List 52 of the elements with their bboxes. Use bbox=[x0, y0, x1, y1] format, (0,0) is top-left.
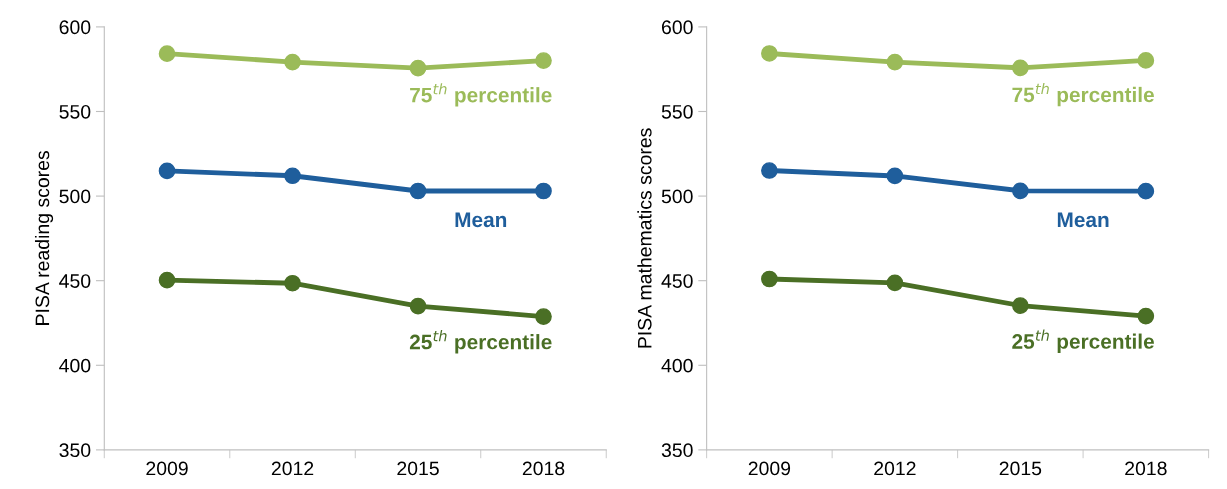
y-tick-label: 350 bbox=[59, 443, 91, 458]
x-tick-label: 2015 bbox=[999, 461, 1042, 476]
y-tick-label: 350 bbox=[661, 443, 693, 458]
point bbox=[284, 53, 301, 71]
point bbox=[886, 53, 904, 71]
series-label: 25$^{th}$ percentile bbox=[1012, 329, 1154, 353]
point bbox=[535, 182, 552, 200]
x-tick-label: 2009 bbox=[146, 461, 188, 476]
y-tick-label: 500 bbox=[59, 189, 91, 204]
point bbox=[1137, 307, 1155, 325]
point bbox=[1012, 182, 1029, 200]
y-axis-title: PISA reading scores bbox=[34, 150, 54, 325]
point bbox=[409, 297, 427, 315]
point bbox=[761, 162, 778, 179]
point bbox=[409, 182, 427, 200]
series-label: Mean bbox=[455, 212, 507, 228]
point bbox=[1012, 59, 1029, 77]
y-tick-label: 400 bbox=[661, 358, 693, 373]
point bbox=[409, 59, 427, 77]
x-tick-label: 2012 bbox=[271, 461, 314, 476]
y-tick-label: 450 bbox=[59, 274, 91, 288]
y-tick-label: 450 bbox=[661, 274, 693, 288]
y-tick-label: 550 bbox=[59, 104, 91, 119]
point bbox=[284, 167, 301, 185]
series-label: 25$^{th}$ percentile bbox=[409, 330, 552, 354]
series-label: Mean bbox=[1057, 212, 1109, 228]
series-label: 75$^{th}$ percentile bbox=[410, 83, 552, 107]
point bbox=[158, 271, 176, 289]
x-tick-label: 2015 bbox=[397, 461, 439, 476]
point bbox=[761, 270, 778, 288]
point bbox=[886, 167, 904, 185]
point bbox=[158, 162, 176, 180]
x-tick-label: 2018 bbox=[1125, 461, 1167, 476]
series-label: 75$^{th}$ percentile bbox=[1012, 82, 1154, 107]
y-tick-label: 600 bbox=[59, 20, 91, 35]
y-tick-label: 600 bbox=[661, 20, 693, 35]
y-tick-label: 400 bbox=[59, 358, 91, 373]
point bbox=[761, 45, 778, 62]
y-axis-title: PISA mathematics scores bbox=[637, 128, 652, 348]
point bbox=[535, 308, 552, 325]
point bbox=[1012, 297, 1029, 314]
x-tick-label: 2009 bbox=[748, 461, 791, 476]
y-tick-label: 500 bbox=[661, 189, 693, 204]
x-tick-label: 2018 bbox=[522, 461, 565, 476]
point bbox=[886, 274, 904, 292]
point bbox=[284, 274, 301, 292]
x-tick-label: 2012 bbox=[874, 461, 916, 476]
point bbox=[1137, 182, 1155, 200]
point bbox=[535, 52, 552, 69]
y-tick-label: 550 bbox=[661, 104, 693, 119]
point bbox=[1137, 52, 1155, 69]
point bbox=[158, 45, 176, 62]
